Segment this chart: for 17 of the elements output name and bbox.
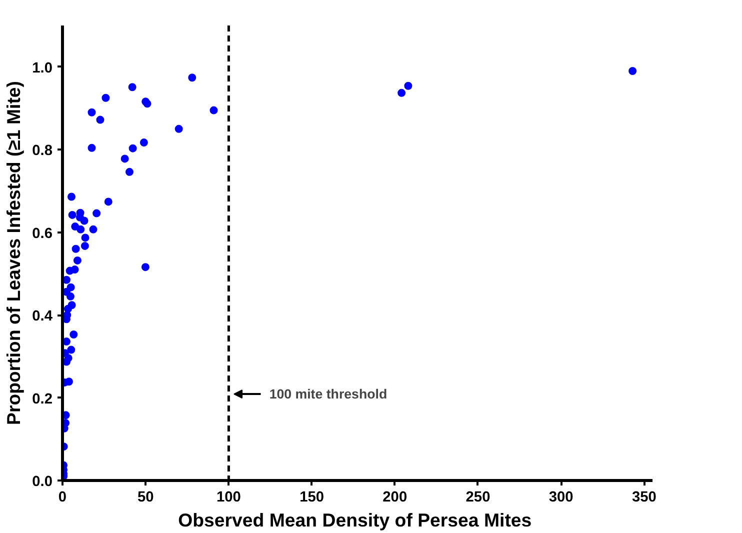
y-tick-label: 0.8 — [32, 143, 52, 160]
y-tick-label: 0.0 — [32, 474, 52, 490]
x-tick-label: 150 — [300, 490, 324, 506]
x-tick-label: 250 — [466, 490, 490, 506]
x-tick-label: 50 — [137, 490, 154, 506]
ref-line-label: 100 mite threshold — [269, 386, 388, 402]
x-tick-label: 100 — [216, 490, 241, 506]
y-tick-label: 0.6 — [32, 226, 52, 242]
y-tick-label: 1.0 — [32, 60, 52, 76]
x-axis-title: Observed Mean Density of Persea Mites — [178, 510, 532, 530]
x-tick-label: 300 — [548, 490, 574, 506]
y-tick-label: 0.4 — [32, 308, 54, 325]
x-tick-label: 200 — [382, 490, 408, 506]
y-tick-label: 0.2 — [32, 391, 52, 408]
x-tick-label: 0 — [58, 490, 67, 506]
x-tick-label: 350 — [632, 490, 656, 506]
y-axis-title: Proportion of Leaves Infested (≥1 Mite) — [3, 80, 24, 426]
